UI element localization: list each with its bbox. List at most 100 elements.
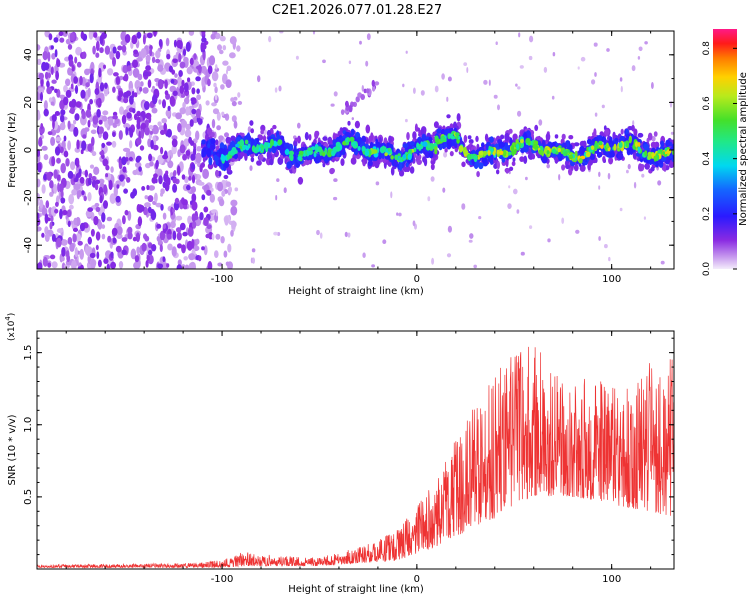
signal-halo <box>412 131 417 140</box>
sparse-speckle <box>427 196 431 202</box>
noise-speckle <box>48 97 53 103</box>
sparse-speckle <box>333 91 338 97</box>
sparse-speckle <box>371 264 375 268</box>
noise-speckle <box>50 101 55 106</box>
noise-blob <box>73 76 79 84</box>
noise-blob <box>110 251 114 258</box>
noise-speckle <box>114 118 120 125</box>
noise-blob <box>162 154 169 160</box>
noise-speckle <box>201 77 205 88</box>
noise-blob <box>54 49 58 58</box>
noise-blob <box>187 227 194 237</box>
signal-halo <box>308 134 312 141</box>
signal-band <box>660 140 665 148</box>
noise-speckle <box>59 122 66 131</box>
noise-blob <box>89 252 96 259</box>
noise-speckle <box>216 111 221 121</box>
noise-blob <box>79 176 85 184</box>
sparse-speckle <box>362 252 366 258</box>
noise-blob <box>191 221 197 229</box>
signal-core <box>455 132 460 137</box>
noise-speckle <box>145 54 151 62</box>
noise-blob <box>62 96 69 106</box>
sparse-speckle <box>277 232 281 236</box>
signal-core <box>402 154 407 159</box>
noise-speckle <box>224 132 229 138</box>
noise-speckle <box>65 78 71 87</box>
noise-blob <box>103 258 109 264</box>
noise-speckle <box>71 189 77 196</box>
noise-blob <box>49 254 56 260</box>
noise-blob <box>198 255 202 262</box>
signal-core <box>546 150 550 155</box>
sparse-speckle <box>488 79 491 86</box>
noise-speckle <box>97 221 103 230</box>
signal-core <box>242 144 247 151</box>
signal-halo <box>347 120 351 126</box>
noise-blob <box>47 131 53 136</box>
signal-halo <box>406 132 410 141</box>
signal-halo <box>612 131 616 141</box>
noise-blob <box>92 45 96 55</box>
noise-speckle <box>233 120 238 129</box>
noise-blob <box>84 169 89 178</box>
signal-band <box>210 138 216 145</box>
signal-band <box>563 142 567 149</box>
signal-core <box>499 150 504 155</box>
signal-core <box>387 147 392 152</box>
noise-blob <box>143 71 149 77</box>
noise-blob <box>61 247 66 257</box>
noise-blob <box>147 195 154 203</box>
sparse-speckle <box>529 225 533 230</box>
sparse-speckle <box>469 233 474 239</box>
noise-blob <box>176 264 182 269</box>
noise-blob <box>163 122 167 132</box>
noise-blob <box>53 37 59 43</box>
noise-blob <box>60 163 66 174</box>
noise-blob <box>179 61 186 69</box>
noise-blob <box>85 109 92 118</box>
signal-halo <box>500 134 505 140</box>
noise-blob <box>124 209 129 216</box>
noise-speckle <box>148 185 156 191</box>
signal-halo <box>476 171 480 178</box>
signal-halo <box>509 166 514 171</box>
signal-core <box>422 141 428 148</box>
signal-halo <box>608 157 614 165</box>
noise-blob <box>57 182 60 193</box>
signal-core <box>482 150 488 157</box>
noise-blob <box>207 78 211 87</box>
noise-blob <box>78 168 82 175</box>
sparse-speckle <box>215 64 218 70</box>
sparse-speckle <box>434 85 439 93</box>
noise-blob <box>172 90 178 97</box>
signal-core <box>487 150 491 156</box>
noise-speckle <box>157 168 163 178</box>
noise-blob <box>104 82 108 89</box>
noise-speckle <box>73 217 78 226</box>
noise-blob <box>126 65 132 72</box>
colorbar-tick-label: 0.2 <box>702 207 712 221</box>
noise-speckle <box>107 117 114 126</box>
spectrogram-y-label: Frequency (Hz) <box>7 112 18 188</box>
noise-blob <box>180 93 186 98</box>
sparse-speckle <box>412 220 416 227</box>
signal-core <box>270 138 274 147</box>
noise-blob <box>153 31 157 37</box>
noise-blob <box>117 45 123 51</box>
signal-core <box>289 154 294 162</box>
noise-speckle <box>212 108 220 115</box>
noise-blob <box>196 88 200 94</box>
noise-speckle <box>209 214 216 221</box>
noise-speckle <box>37 226 42 232</box>
x-tick-label: 0 <box>414 574 420 585</box>
signal-band <box>276 144 282 151</box>
noise-speckle <box>195 152 202 164</box>
sparse-speckle <box>580 56 586 62</box>
noise-blob <box>195 108 201 119</box>
noise-blob <box>106 141 112 146</box>
noise-speckle <box>224 216 229 226</box>
signal-halo <box>565 164 571 170</box>
sparse-speckle <box>660 260 665 265</box>
